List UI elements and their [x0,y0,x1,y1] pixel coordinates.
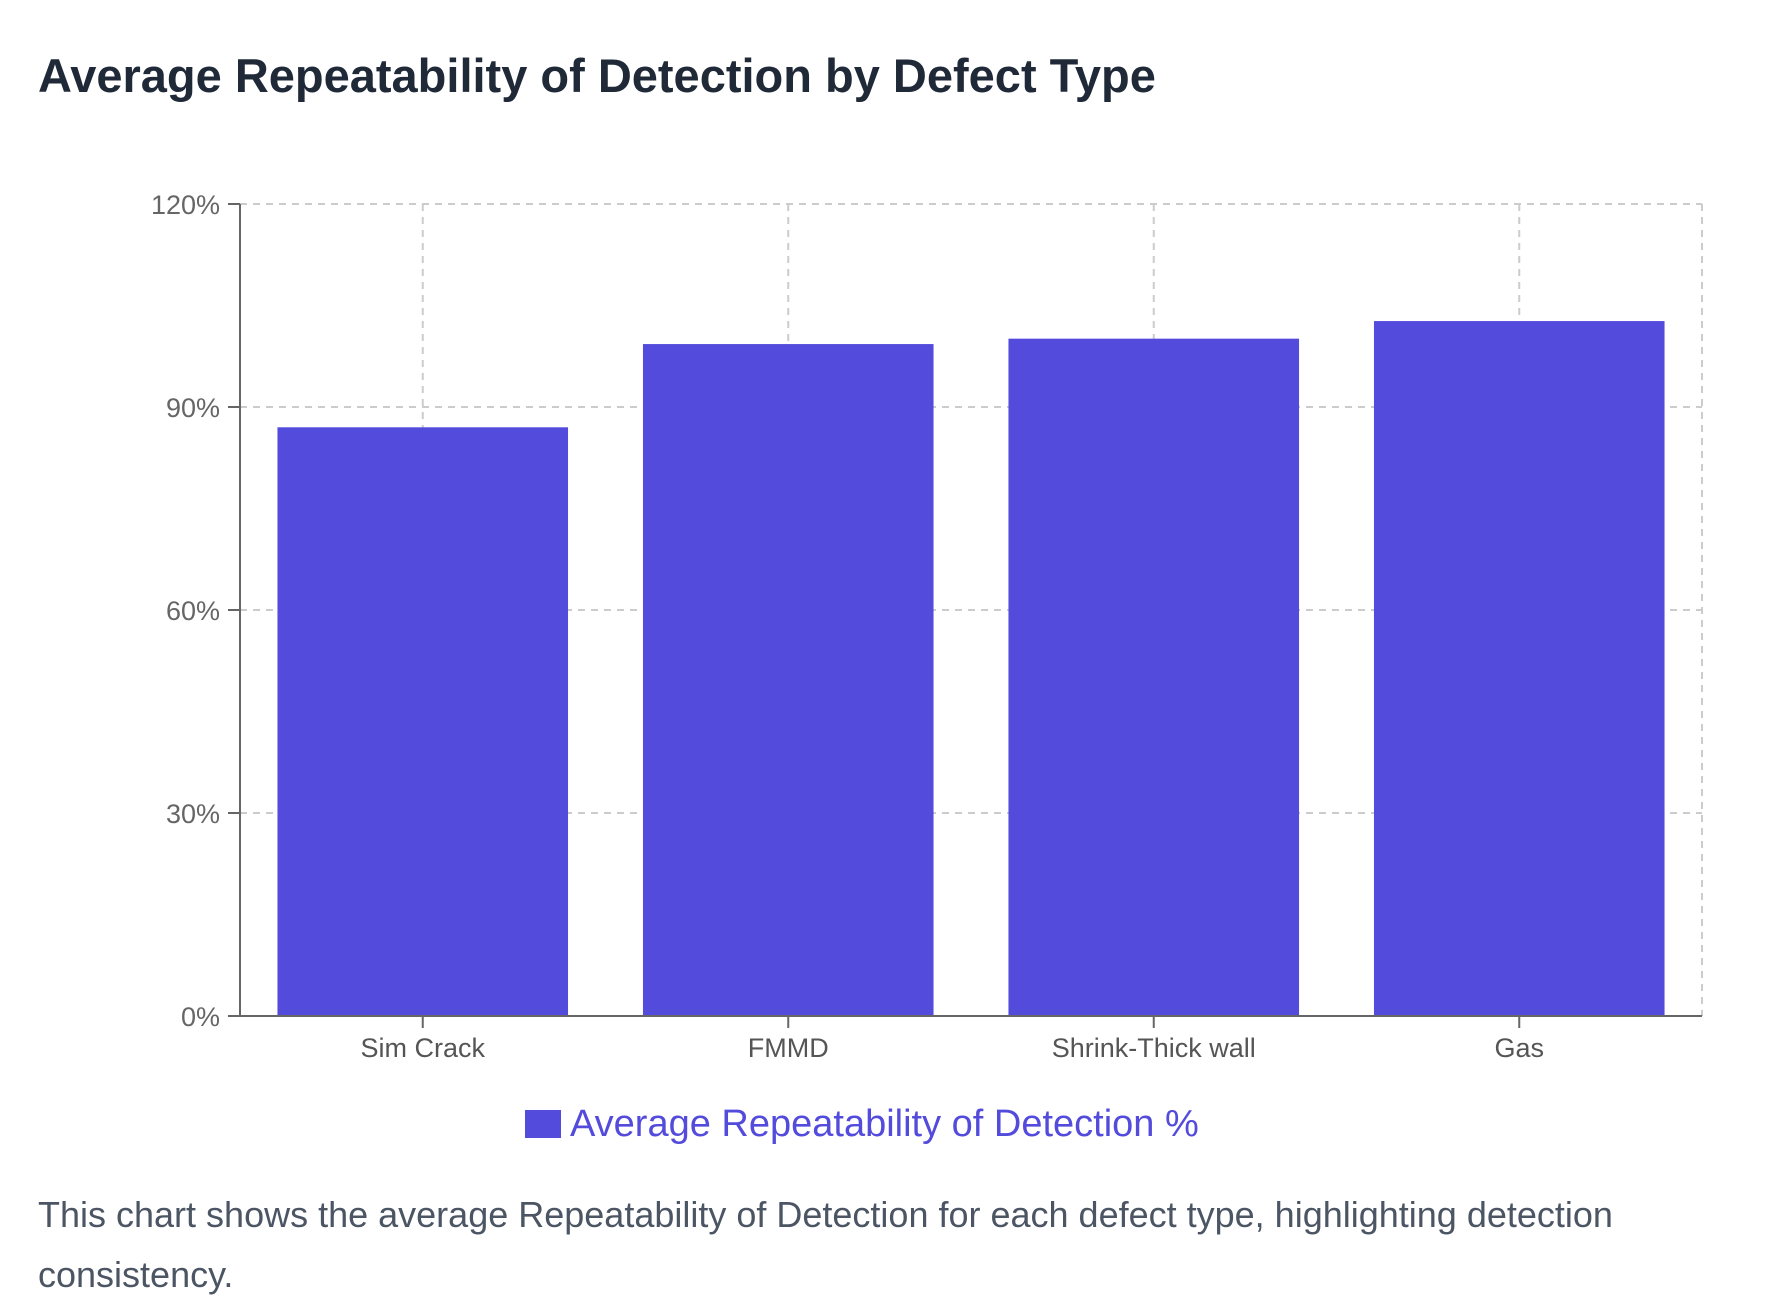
chart-caption: This chart shows the average Repeatabili… [38,1194,1613,1295]
y-tick-label: 0% [181,1002,220,1032]
bar-sim-crack [277,427,569,1016]
bar-gas [1373,321,1665,1016]
y-tick-label: 30% [166,799,220,829]
legend-swatch [525,1110,561,1138]
x-tick-label: FMMD [748,1033,829,1063]
y-tick-label: 60% [166,596,220,626]
bar-shrink-thick-wall [1008,338,1300,1016]
legend-label: Average Repeatability of Detection % [570,1103,1199,1145]
y-tick-label: 90% [166,393,220,423]
chart-title: Average Repeatability of Detection by De… [38,49,1156,102]
bar-chart: 0% 30% 60% 90% 120% Sim Crack FMMD Shrink-Thick… [151,190,1703,1145]
bar-fmmd [642,344,934,1016]
x-tick-label: Gas [1494,1033,1544,1063]
y-tick-label: 120% [151,190,220,220]
x-tick-label: Shrink-Thick wall [1052,1033,1256,1063]
x-tick-label: Sim Crack [360,1033,485,1063]
